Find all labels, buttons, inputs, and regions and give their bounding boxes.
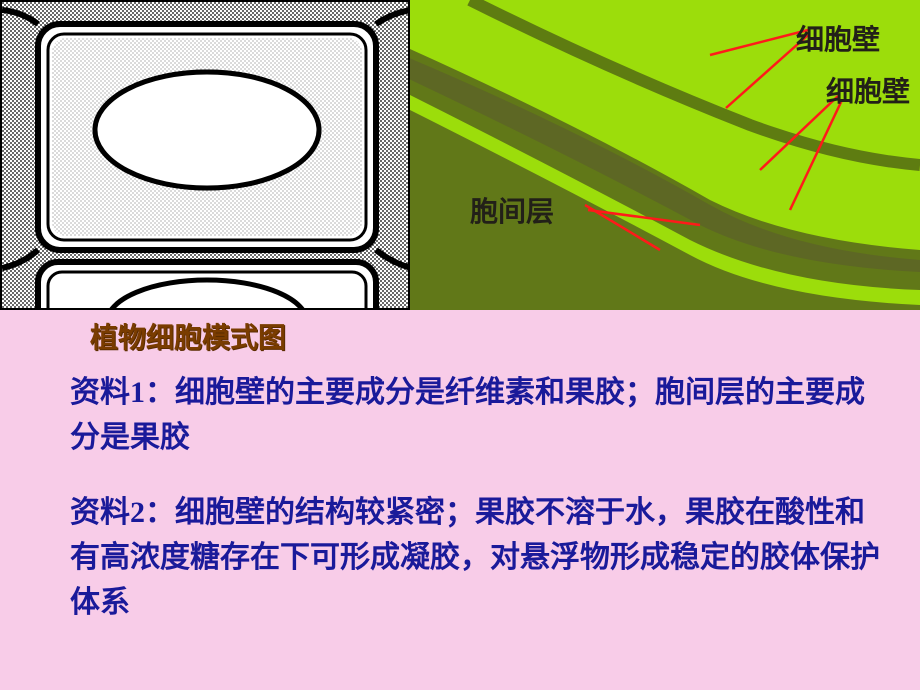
- paragraph-1: 资料1：细胞壁的主要成分是纤维素和果胶；胞间层的主要成分是果胶: [70, 370, 880, 460]
- plant-cell-schematic: [0, 0, 410, 310]
- paragraph-2: 资料2：细胞壁的结构较紧密；果胶不溶于水，果胶在酸性和有高浓度糖存在下可形成凝胶…: [70, 490, 880, 625]
- micrograph-panel: 细胞壁 细胞壁 胞间层: [410, 0, 920, 310]
- label-cell-wall-1: 细胞壁: [796, 18, 880, 58]
- label-cell-wall-2: 细胞壁: [826, 70, 910, 110]
- diagram-caption: 植物细胞模式图: [90, 316, 286, 356]
- label-middle-lamella: 胞间层: [470, 190, 554, 230]
